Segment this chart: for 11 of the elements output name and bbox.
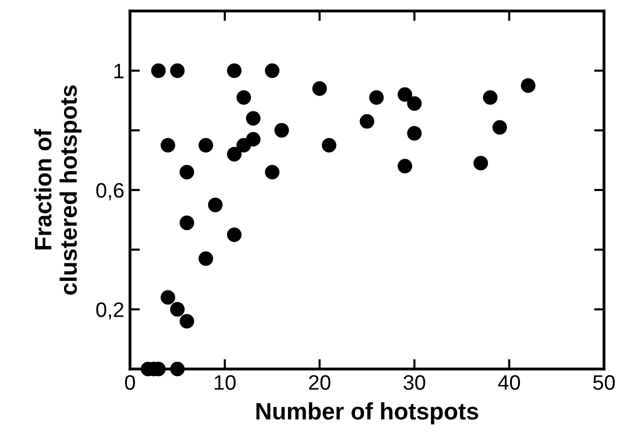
x-tick-label: 50 <box>593 375 615 390</box>
x-tick-label: 0 <box>125 375 135 390</box>
y-tick-label: 0,2 <box>96 302 124 320</box>
x-tick-label: 10 <box>214 375 236 390</box>
y-tick-label: 1 <box>114 64 124 78</box>
x-tick-label: 20 <box>309 375 330 390</box>
x-tick-label: 30 <box>404 375 426 390</box>
y-tick-label: 0,6 <box>96 183 124 200</box>
x-tick-label: 40 <box>498 375 520 390</box>
x-axis-title: Number of hotspots <box>256 402 478 424</box>
y-axis-title: Fraction of clustered hotspots <box>34 85 82 295</box>
